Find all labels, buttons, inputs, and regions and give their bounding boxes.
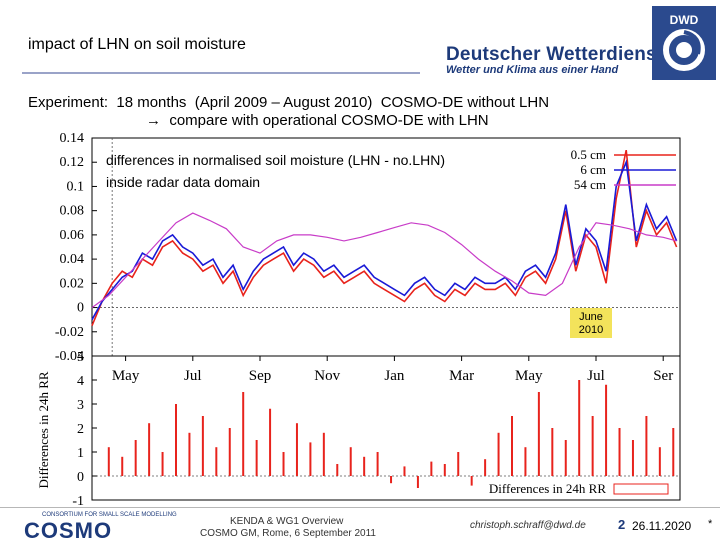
bottom-xtick-label: Jul (587, 368, 605, 384)
footer-divider (0, 507, 720, 508)
bottom-ytick-label: 3 (77, 398, 84, 413)
june-annotation-line2: 2010 (579, 324, 603, 336)
dwd-logo-text: Deutscher Wetterdienst (446, 44, 664, 65)
top-chart-subtitle: inside radar data domain (106, 174, 260, 190)
footer-star: * (708, 518, 713, 530)
footer-meeting-location: COSMO GM, Rome, 6 September 2011 (200, 528, 376, 539)
bottom-xtick-label: Sep (249, 368, 272, 384)
top-ytick-label: -0.02 (55, 325, 84, 340)
bottom-ytick-label: 2 (77, 422, 84, 437)
page-number: 2 (618, 517, 626, 532)
bottom-legend-label: Differences in 24h RR (489, 481, 606, 496)
top-ytick-label: -0.04 (55, 349, 84, 364)
legend-label: 0.5 cm (571, 147, 606, 162)
dwd-swirl-icon: DWD (652, 6, 716, 80)
legend-label: 54 cm (574, 177, 606, 192)
top-ytick-label: 0.04 (60, 252, 85, 267)
june-annotation-box (570, 308, 612, 338)
bottom-ytick-label: 0 (77, 470, 84, 485)
cosmo-logo: COSMO (24, 518, 113, 543)
bottom-xtick-label: Mar (449, 368, 474, 384)
top-ytick-label: 0.1 (67, 179, 85, 194)
series-line-54-cm (91, 212, 677, 309)
top-ytick-label: 0.14 (60, 131, 85, 146)
slide-title: impact of LHN on soil moisture (28, 36, 246, 53)
bottom-xtick-label: Jan (384, 368, 404, 384)
bottom-legend-swatch (613, 483, 669, 495)
dwd-badge-text: DWD (670, 13, 699, 27)
top-ytick-label: 0.02 (60, 276, 85, 291)
top-ytick-label: 0.06 (60, 228, 85, 243)
bottom-ytick-label: -1 (72, 494, 84, 509)
top-ytick-label: 0.08 (60, 204, 85, 219)
legend-label: 6 cm (580, 162, 606, 177)
footer-email: christoph.schraff@dwd.de (470, 520, 586, 531)
top-ytick-label: 0 (77, 301, 84, 316)
bottom-xtick-label: Ser (653, 368, 673, 384)
bottom-ytick-label: 4 (77, 374, 84, 389)
top-chart-title: differences in normalised soil moisture … (106, 152, 445, 168)
footer-date: 26.11.2020 (632, 519, 692, 533)
bottom-ytick-label: 1 (77, 446, 84, 461)
bottom-xtick-label: Jul (184, 368, 202, 384)
bottom-xtick-label: May (515, 368, 543, 384)
footer-meeting-title: KENDA & WG1 Overview (230, 516, 344, 527)
bottom-xtick-label: May (112, 368, 140, 384)
title-divider (22, 72, 420, 74)
june-annotation-line1: June (579, 311, 603, 323)
bottom-xtick-label: Nov (314, 368, 340, 384)
experiment-comparison: → compare with operational COSMO-DE with… (146, 112, 489, 129)
cosmo-caption: CONSORTIUM FOR SMALL SCALE MODELLING (42, 512, 177, 518)
top-ytick-label: 0.12 (60, 155, 85, 170)
experiment-description: Experiment: 18 months (April 2009 – Augu… (28, 94, 550, 111)
series-line-6-cm (91, 159, 678, 321)
bottom-y-axis-label: Differences in 24h RR (36, 371, 51, 488)
bottom-ytick-label: 5 (77, 350, 84, 365)
series-line-0-5-cm (91, 149, 678, 327)
dwd-logo-tagline: Wetter und Klima aus einer Hand (446, 64, 619, 76)
